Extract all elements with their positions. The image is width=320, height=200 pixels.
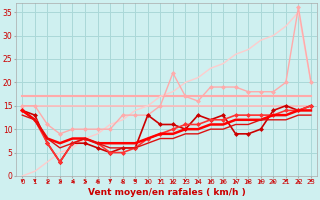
X-axis label: Vent moyen/en rafales ( km/h ): Vent moyen/en rafales ( km/h ) xyxy=(88,188,245,197)
